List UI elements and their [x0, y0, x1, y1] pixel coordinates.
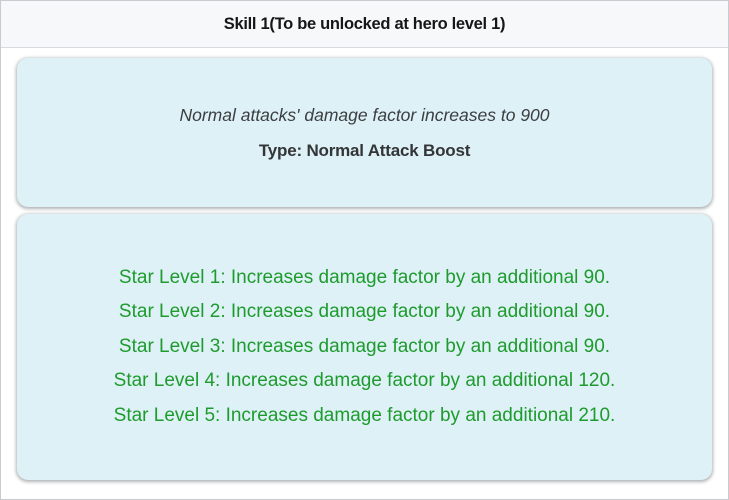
- skill-content: Normal attacks' damage factor increases …: [1, 48, 728, 480]
- star-level-line-4: Star Level 4: Increases damage factor by…: [113, 370, 616, 392]
- skill-title: Skill 1(To be unlocked at hero level 1): [223, 14, 506, 33]
- star-level-line-3: Star Level 3: Increases damage factor by…: [118, 335, 611, 357]
- skill-header-bar: Skill 1(To be unlocked at hero level 1): [1, 1, 728, 48]
- star-level-line-5: Star Level 5: Increases damage factor by…: [113, 404, 616, 426]
- skill-description: Normal attacks' damage factor increases …: [179, 104, 550, 125]
- star-level-line-1: Star Level 1: Increases damage factor by…: [118, 266, 611, 288]
- star-level-line-2: Star Level 2: Increases damage factor by…: [118, 301, 611, 323]
- skill-summary-card: Normal attacks' damage factor increases …: [17, 58, 712, 207]
- skill-type-label: Type: Normal Attack Boost: [258, 140, 471, 160]
- star-levels-card: Star Level 1: Increases damage factor by…: [17, 214, 712, 480]
